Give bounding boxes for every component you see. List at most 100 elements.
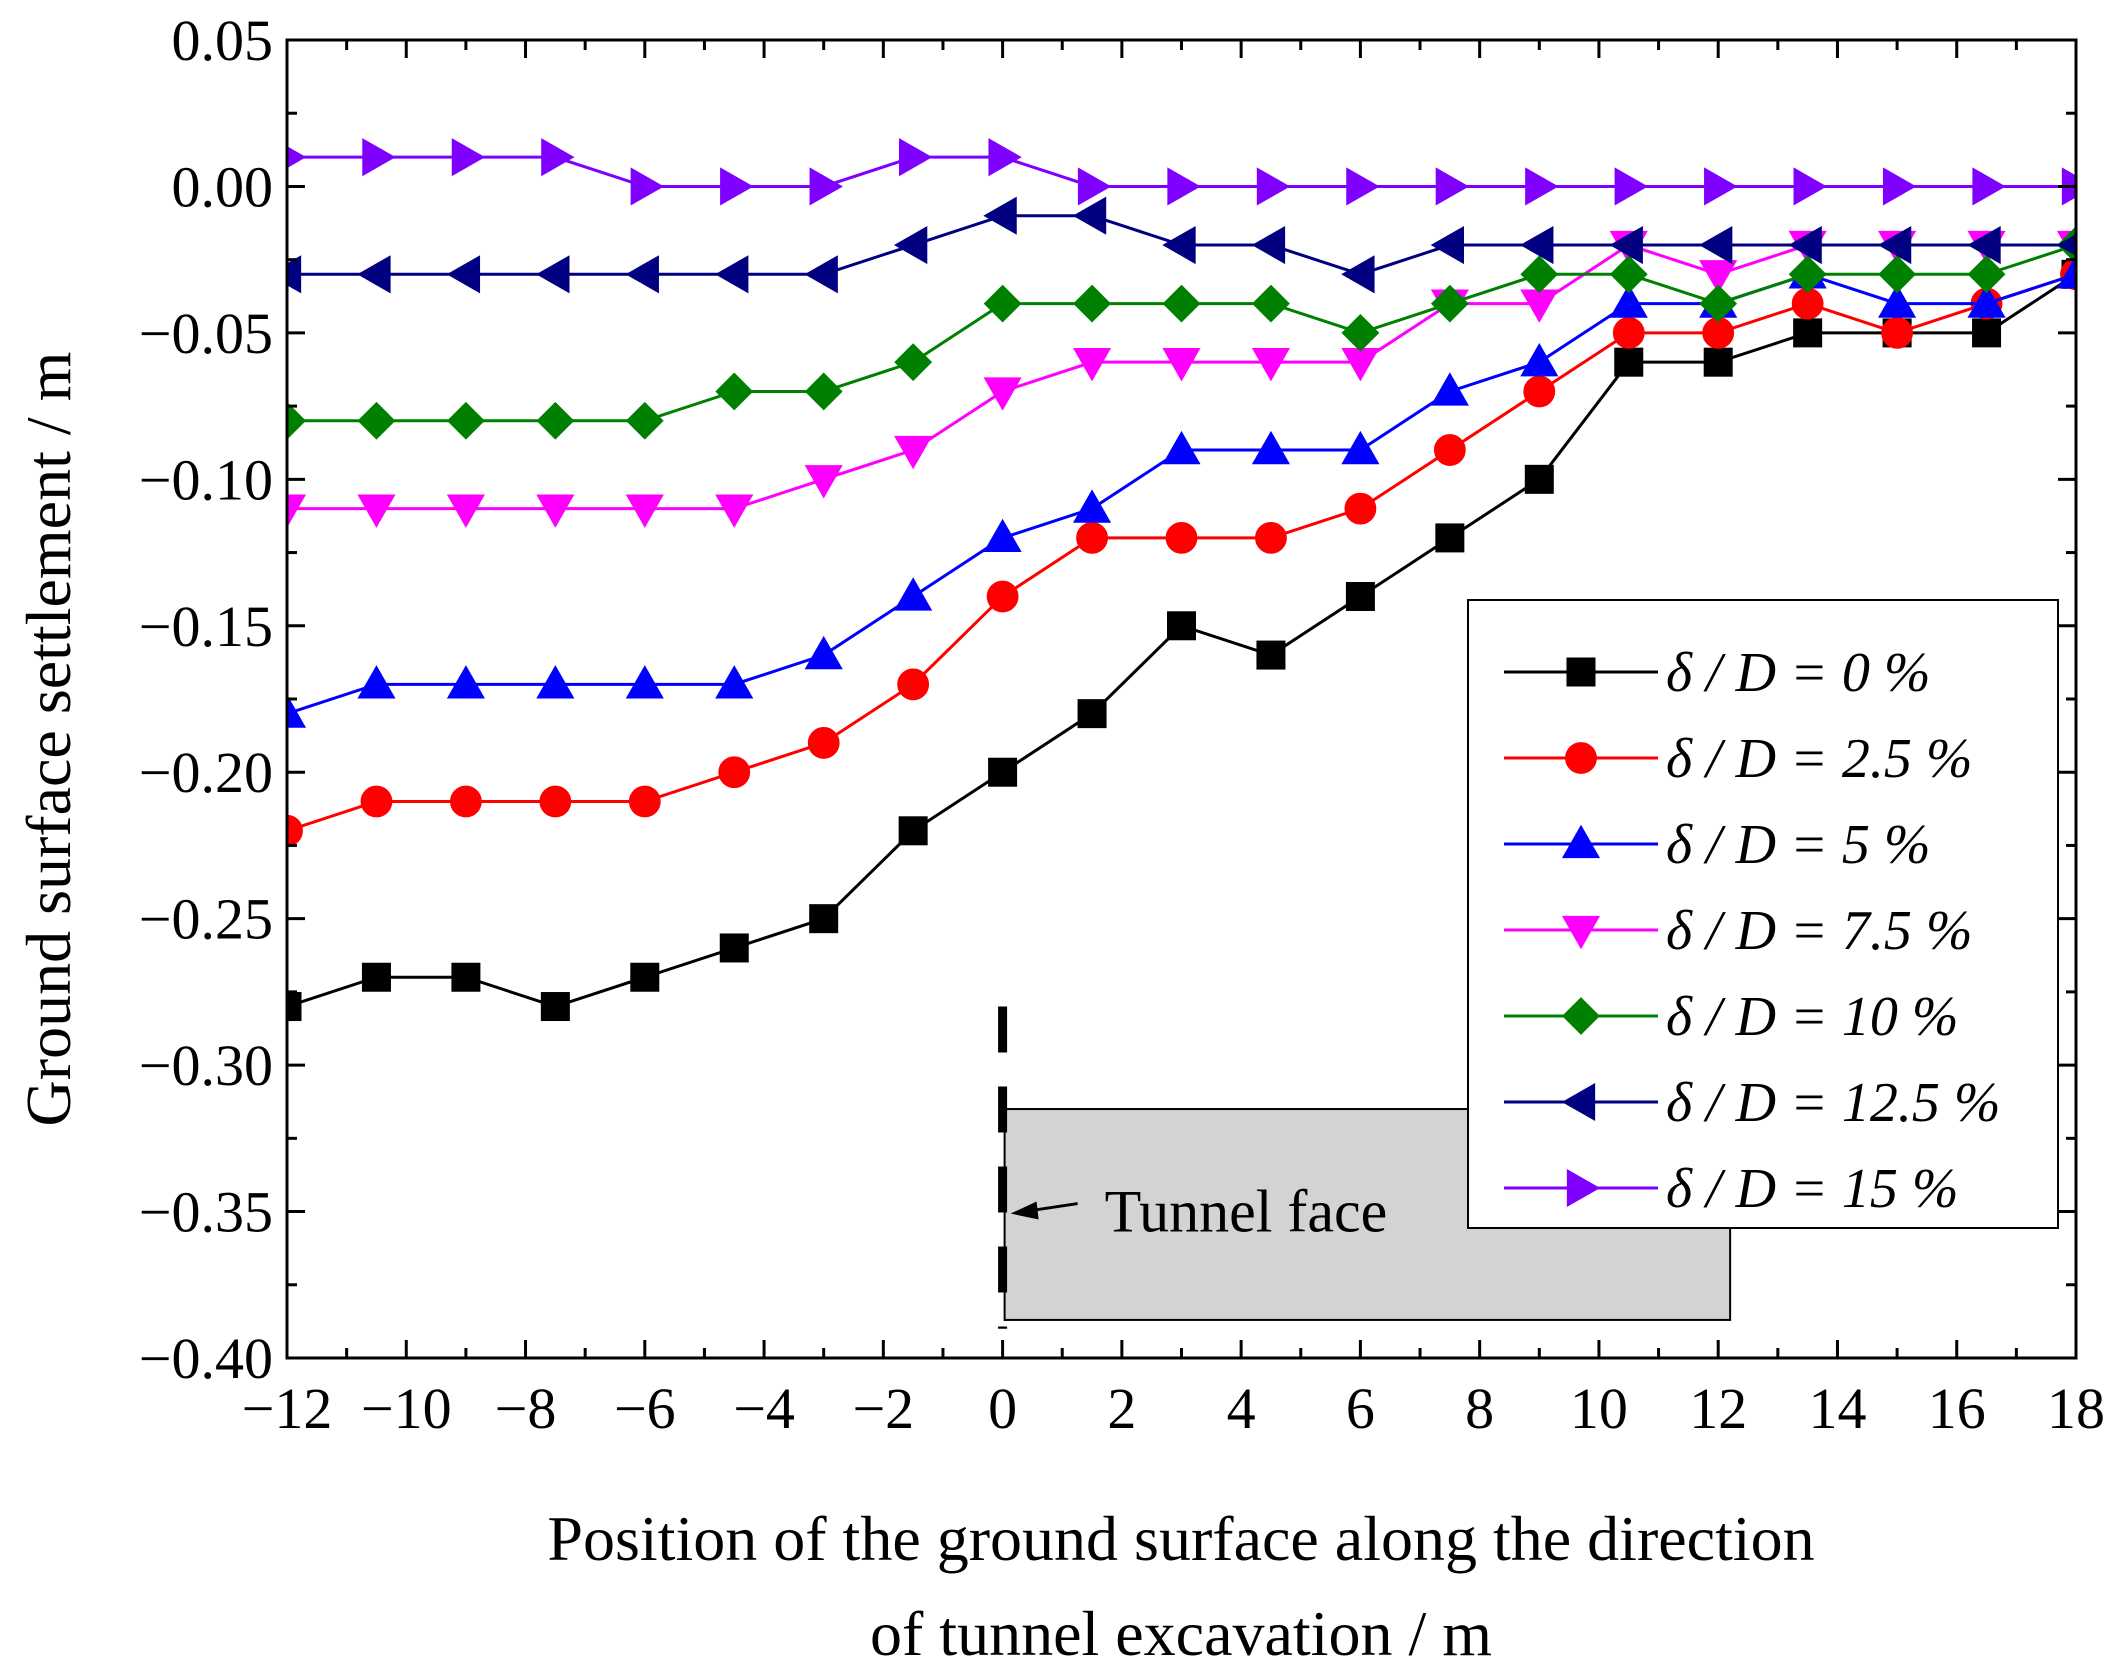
x-tick-label: −8: [495, 1376, 557, 1441]
series-1-point-1: [360, 785, 393, 818]
series-4-point-9: [1073, 284, 1111, 323]
series-6-point-18: [1882, 167, 1917, 206]
series-6-point-0: [287, 146, 307, 169]
series-4-point-0: [287, 401, 306, 440]
x-tick-label: −12: [242, 1376, 333, 1441]
series-2-point-3: [536, 665, 575, 699]
series-0-point-8: [988, 757, 1018, 787]
series-2-point-5: [715, 665, 754, 699]
series-1-point-9: [1076, 522, 1108, 554]
series-2-point-13: [1430, 372, 1469, 406]
series-4-point-17: [1788, 255, 1827, 294]
series-6-point-11: [1256, 167, 1291, 206]
legend-label-6: δ / D = 15 %: [1666, 1158, 1958, 1220]
series-4-point-11: [1252, 284, 1290, 323]
legend-marker-6: [1566, 1168, 1601, 1208]
series-4-point-12: [1341, 313, 1380, 352]
series-4-point-13: [1430, 284, 1469, 323]
legend-box: [1467, 599, 2059, 1229]
series-2-point-12: [1341, 430, 1380, 465]
series-4-point-8: [983, 284, 1022, 323]
series-2-point-8: [983, 518, 1022, 553]
series-4-point-19: [1967, 255, 2006, 294]
series-3-point-5: [715, 494, 754, 528]
series-6-point-17: [1793, 167, 1827, 206]
x-tick-label: −2: [852, 1376, 914, 1441]
series-6-point-5: [720, 167, 754, 206]
series-0-point-9: [1077, 699, 1107, 729]
series-4-point-4: [625, 401, 664, 440]
legend-label-2: δ / D = 5 %: [1666, 814, 1930, 876]
series-3-point-16: [1699, 260, 1738, 294]
series-5-point-16: [1698, 225, 1733, 265]
series-1-point-15: [1612, 316, 1645, 349]
legend-label-4: δ / D = 10 %: [1666, 986, 1958, 1048]
series-4-point-6: [804, 372, 843, 411]
series-6-point-16: [1704, 167, 1738, 206]
series-1-point-5: [718, 756, 751, 789]
legend-label-0: δ / D = 0 %: [1666, 642, 1930, 704]
series-0-point-4: [630, 962, 660, 992]
series-6-point-19: [1972, 167, 2006, 206]
legend-label-1: δ / D = 2.5 %: [1666, 728, 1972, 790]
x-tick-label: 4: [1227, 1376, 1256, 1441]
series-2-point-10: [1162, 430, 1201, 465]
series-0-point-0: [287, 992, 302, 1022]
y-tick-label: −0.05: [139, 301, 273, 366]
series-group-0: [287, 259, 2076, 1022]
x-tick-label: 16: [1928, 1376, 1986, 1441]
series-0-point-6: [809, 904, 839, 934]
x-tick-label: −4: [733, 1376, 795, 1441]
series-group-1: [287, 258, 2076, 847]
series-4-point-1: [357, 401, 396, 440]
series-0-point-11: [1256, 640, 1286, 670]
series-2-point-20: [2056, 255, 2076, 289]
y-tick-label: −0.35: [139, 1180, 273, 1245]
series-group-6: [287, 138, 2076, 206]
series-0-point-12: [1345, 581, 1375, 611]
series-5-point-8: [983, 196, 1017, 235]
series-5-point-19: [1967, 225, 2001, 265]
y-tick-label: −0.20: [139, 740, 273, 805]
series-3-point-6: [804, 465, 843, 499]
series-2-point-11: [1251, 430, 1291, 465]
series-4-point-2: [446, 401, 485, 440]
series-3-point-2: [446, 494, 485, 528]
x-tick-label: 14: [1808, 1376, 1866, 1441]
series-1-point-2: [450, 785, 482, 818]
series-2-point-14: [1520, 342, 1559, 377]
series-3-point-7: [894, 435, 933, 470]
y-tick-label: 0.05: [172, 8, 274, 73]
series-1-point-6: [807, 727, 840, 759]
x-tick-label: 6: [1346, 1376, 1375, 1441]
series-6-point-3: [541, 138, 575, 177]
series-1-point-12: [1344, 492, 1377, 525]
series-5-point-17: [1788, 225, 1822, 265]
y-tick-label: −0.25: [139, 887, 273, 952]
series-1-point-14: [1523, 375, 1556, 408]
y-tick-label: −0.40: [139, 1326, 273, 1391]
x-tick-label: 10: [1570, 1376, 1628, 1441]
series-0-point-14: [1524, 464, 1554, 494]
x-tick-label: −10: [361, 1376, 452, 1441]
series-6-point-6: [809, 167, 843, 206]
series-2-point-2: [446, 665, 485, 699]
series-5-point-9: [1072, 196, 1107, 235]
series-2-point-19: [1967, 284, 2006, 318]
series-2-point-7: [894, 577, 933, 611]
series-2-point-0: [287, 694, 307, 728]
series-4-point-3: [536, 401, 575, 440]
legend-marker-2: [1561, 824, 1601, 859]
series-0-point-15: [1614, 347, 1644, 377]
series-5-point-20: [2056, 234, 2076, 256]
series-2-point-4: [625, 665, 664, 699]
series-4-point-16: [1699, 284, 1738, 323]
ticks-layer: −12 −10 −8 −6 −4 −2 0 2 4 6 8 10 12 14 16 18 0.05 0.00 −0.…: [139, 8, 2105, 1441]
x-tick-label: −6: [614, 1376, 676, 1441]
series-0-point-5: [719, 933, 749, 963]
y-axis-title: Ground surface settlement / m: [13, 352, 84, 1127]
series-5-point-11: [1251, 225, 1286, 265]
legend-label-5: δ / D = 12.5 %: [1666, 1072, 2000, 1134]
series-6-point-7: [899, 138, 933, 177]
